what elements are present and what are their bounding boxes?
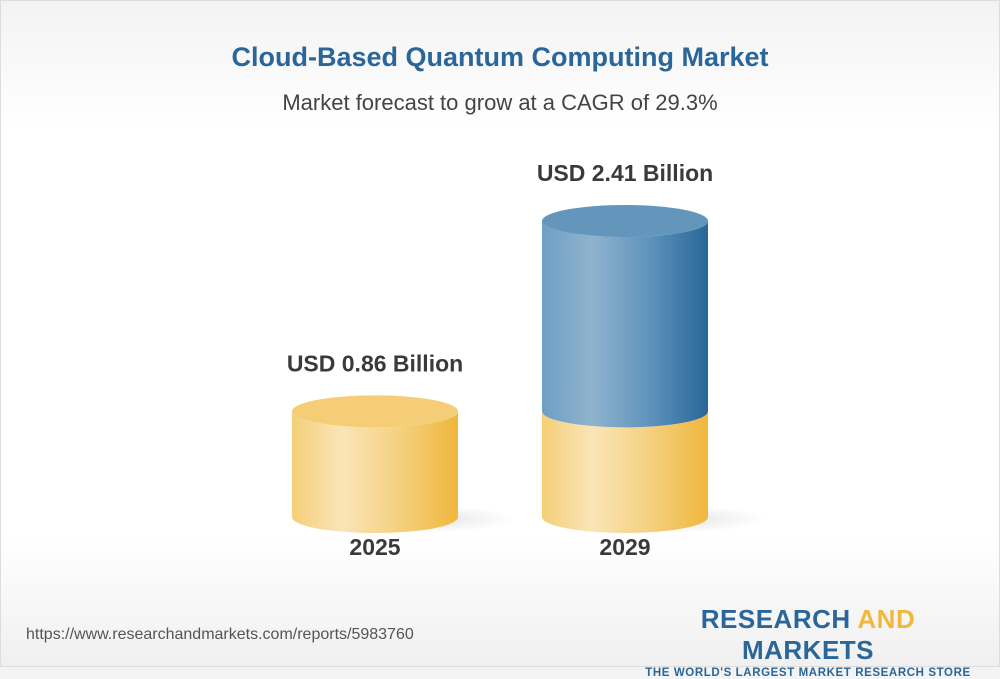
chart-title: Cloud-Based Quantum Computing Market bbox=[231, 42, 769, 72]
data-label: USD 2.41 Billion bbox=[537, 160, 713, 186]
bar-base-segment bbox=[542, 411, 708, 533]
category-label: 2029 bbox=[599, 534, 650, 560]
data-label: USD 0.86 Billion bbox=[287, 350, 463, 376]
bar-top-cap bbox=[542, 205, 708, 237]
logo-word: MARKETS bbox=[741, 635, 875, 665]
bar-base-segment bbox=[292, 411, 458, 533]
report-url[interactable]: https://www.researchandmarkets.com/repor… bbox=[26, 626, 414, 643]
chart-subtitle: Market forecast to grow at a CAGR of 29.… bbox=[282, 90, 718, 115]
logo-word: AND bbox=[857, 604, 916, 634]
logo-word: RESEARCH bbox=[700, 604, 858, 634]
logo-tagline: THE WORLD'S LARGEST MARKET RESEARCH STOR… bbox=[645, 667, 971, 679]
bar-top-cap bbox=[292, 395, 458, 428]
research-and-markets-logo: RESEARCH AND MARKETS THE WORLD'S LARGEST… bbox=[640, 604, 976, 679]
bar-growth-segment bbox=[542, 221, 708, 428]
category-label: 2025 bbox=[349, 534, 400, 560]
